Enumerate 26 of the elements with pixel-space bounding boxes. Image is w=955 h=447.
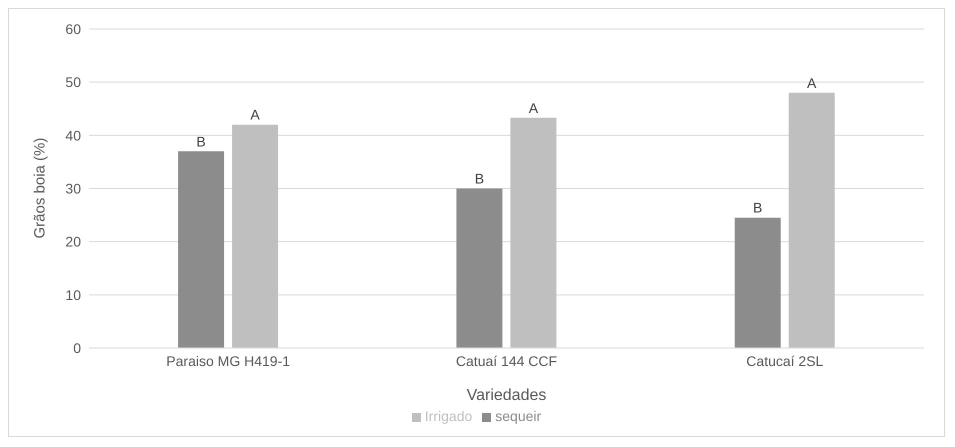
legend-label: Irrigado <box>424 408 472 424</box>
bar <box>510 118 556 348</box>
y-tick-label: 30 <box>65 180 82 196</box>
y-tick-label: 40 <box>65 127 82 144</box>
bar <box>788 92 835 348</box>
bar <box>232 124 278 348</box>
bar <box>178 151 224 348</box>
y-tick-label: 0 <box>73 340 82 356</box>
bar <box>456 188 502 348</box>
data-label: A <box>807 74 818 91</box>
bar <box>734 218 781 348</box>
data-label: B <box>753 200 762 216</box>
data-label: B <box>474 170 484 186</box>
x-tick-label: Catucaí 2SL <box>746 352 824 369</box>
data-label: A <box>250 106 260 123</box>
y-tick-label: 60 <box>65 20 82 37</box>
legend-label: sequeir <box>495 408 542 424</box>
data-label: A <box>528 100 539 116</box>
y-axis-title: Grãos boia (%) <box>31 138 48 238</box>
x-tick-label: Catuaí 144 CCF <box>456 352 558 369</box>
y-tick-label: 10 <box>65 286 82 303</box>
data-label: B <box>196 133 206 150</box>
y-tick-label: 20 <box>65 234 82 250</box>
x-tick-label: Paraiso MG H419-1 <box>166 352 290 369</box>
y-tick-label: 50 <box>65 74 82 90</box>
x-axis-title: Variedades <box>466 387 546 404</box>
